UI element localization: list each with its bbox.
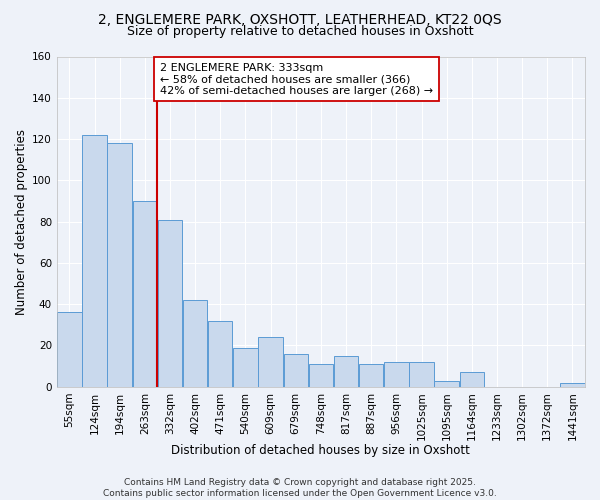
- Bar: [434, 380, 459, 386]
- Bar: [233, 348, 257, 387]
- Bar: [359, 364, 383, 386]
- Text: Contains HM Land Registry data © Crown copyright and database right 2025.
Contai: Contains HM Land Registry data © Crown c…: [103, 478, 497, 498]
- Bar: [133, 201, 157, 386]
- Bar: [460, 372, 484, 386]
- Bar: [560, 382, 584, 386]
- Bar: [82, 135, 107, 386]
- Bar: [208, 320, 232, 386]
- Bar: [284, 354, 308, 386]
- Y-axis label: Number of detached properties: Number of detached properties: [15, 128, 28, 314]
- Bar: [308, 364, 333, 386]
- Text: Size of property relative to detached houses in Oxshott: Size of property relative to detached ho…: [127, 25, 473, 38]
- X-axis label: Distribution of detached houses by size in Oxshott: Distribution of detached houses by size …: [172, 444, 470, 458]
- Bar: [409, 362, 434, 386]
- Bar: [107, 143, 132, 386]
- Bar: [57, 312, 82, 386]
- Bar: [183, 300, 208, 386]
- Bar: [384, 362, 409, 386]
- Bar: [259, 337, 283, 386]
- Bar: [334, 356, 358, 386]
- Bar: [158, 220, 182, 386]
- Text: 2 ENGLEMERE PARK: 333sqm
← 58% of detached houses are smaller (366)
42% of semi-: 2 ENGLEMERE PARK: 333sqm ← 58% of detach…: [160, 62, 433, 96]
- Text: 2, ENGLEMERE PARK, OXSHOTT, LEATHERHEAD, KT22 0QS: 2, ENGLEMERE PARK, OXSHOTT, LEATHERHEAD,…: [98, 12, 502, 26]
